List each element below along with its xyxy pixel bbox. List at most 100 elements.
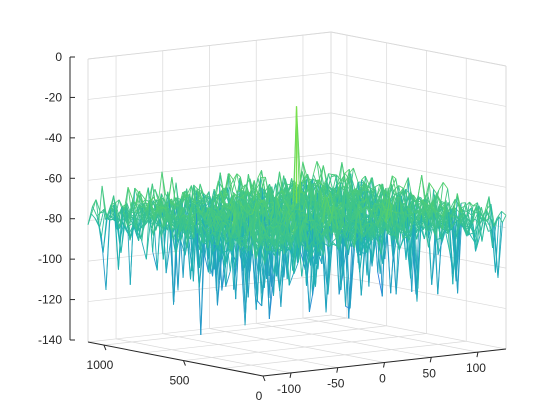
- mesh-segment: [135, 205, 141, 230]
- mesh-segment: [215, 216, 219, 218]
- mesh-segment: [287, 210, 293, 221]
- mesh-segment: [408, 207, 414, 215]
- mesh-segment: [277, 221, 282, 226]
- mesh-segment: [224, 250, 231, 267]
- mesh-segment: [154, 188, 160, 201]
- mesh-segment: [126, 204, 132, 221]
- mesh-segment: [186, 208, 191, 249]
- mesh-segment: [338, 207, 344, 211]
- mesh-segment: [322, 197, 328, 226]
- mesh-segment: [311, 202, 317, 215]
- mesh-segment: [102, 215, 108, 254]
- mesh-segment: [198, 243, 205, 288]
- mesh-segment: [117, 206, 123, 218]
- mesh-segment: [433, 189, 438, 195]
- mesh-segment: [92, 206, 98, 217]
- mesh-segment: [213, 204, 219, 211]
- mesh-segment: [251, 200, 258, 215]
- mesh-segment: [195, 227, 200, 288]
- mesh-segment: [285, 204, 292, 213]
- mesh-segment: [261, 177, 266, 189]
- mesh-segment: [98, 185, 103, 225]
- mesh-segment: [436, 194, 442, 205]
- z-gridline: [87, 112, 332, 141]
- mesh-segment: [236, 195, 242, 199]
- mesh-segment: [351, 188, 356, 194]
- mesh-segment: [149, 199, 155, 221]
- mesh-segment: [340, 217, 345, 228]
- mesh-segment: [252, 188, 257, 201]
- mesh-segment: [169, 214, 174, 305]
- mesh-segment: [259, 203, 264, 209]
- floor-gridline: [302, 317, 479, 353]
- mesh-segment: [109, 204, 115, 221]
- mesh-segment: [342, 185, 348, 188]
- mesh-segment: [453, 211, 459, 294]
- mesh-segment: [154, 219, 159, 223]
- mesh-segment: [279, 171, 285, 196]
- mesh-segment: [239, 239, 244, 247]
- mesh-segment: [381, 209, 387, 216]
- mesh-segment: [393, 185, 399, 191]
- mesh-segment: [360, 183, 366, 188]
- mesh-segment: [415, 227, 421, 231]
- mesh-segment: [227, 202, 233, 219]
- mesh-segment: [416, 216, 422, 240]
- mesh-segment: [96, 212, 101, 217]
- mesh-segment: [186, 223, 191, 280]
- mesh-segment: [228, 194, 234, 208]
- mesh-segment: [391, 184, 397, 203]
- mesh-segment: [152, 221, 159, 236]
- mesh-segment: [239, 238, 245, 241]
- mesh-segment: [220, 188, 227, 196]
- mesh-segment: [358, 209, 363, 213]
- mesh-segment: [168, 199, 173, 205]
- mesh-segment: [152, 211, 158, 236]
- mesh-segment: [173, 236, 178, 241]
- mesh-segment: [472, 202, 478, 207]
- mesh-segment: [254, 230, 259, 241]
- mesh-segment: [417, 200, 422, 203]
- mesh-segment: [241, 197, 247, 201]
- mesh-segment: [206, 207, 212, 222]
- mesh-segment: [440, 221, 447, 242]
- mesh-segment: [395, 193, 401, 203]
- mesh-segment: [200, 212, 206, 221]
- mesh-segment: [339, 207, 344, 227]
- mesh-segment: [205, 226, 212, 232]
- mesh-segment: [378, 202, 383, 238]
- mesh-segment: [158, 206, 163, 229]
- mesh-segment: [172, 203, 178, 207]
- mesh-segment: [140, 193, 146, 200]
- mesh-segment: [150, 217, 155, 221]
- mesh-segment: [312, 178, 318, 183]
- mesh-segment: [368, 206, 374, 221]
- mesh-segment: [221, 188, 226, 192]
- z-gridline: [87, 152, 332, 181]
- mesh-segment: [406, 209, 412, 279]
- mesh-segment: [216, 217, 222, 222]
- mesh-segment: [204, 208, 209, 221]
- mesh-segment: [221, 220, 226, 266]
- back-wall-right: [331, 32, 506, 349]
- mesh-segment: [150, 211, 156, 219]
- mesh-segment: [475, 235, 481, 252]
- mesh-segment: [235, 238, 240, 241]
- mesh-segment: [328, 173, 333, 175]
- mesh-segment: [163, 208, 170, 227]
- mesh-segment: [135, 190, 141, 205]
- mesh-segment: [327, 189, 334, 196]
- mesh-segment: [399, 187, 404, 194]
- mesh-segment: [236, 173, 241, 178]
- mesh-segment: [287, 196, 292, 201]
- mesh-segment: [441, 202, 446, 205]
- mesh-segment: [157, 221, 163, 229]
- box-edge: [330, 31, 507, 67]
- mesh-segment: [243, 239, 249, 252]
- mesh-segment: [416, 200, 422, 208]
- mesh-segment: [271, 216, 276, 221]
- mesh-segment: [370, 215, 376, 219]
- mesh-segment: [417, 175, 423, 196]
- mesh-segment: [118, 206, 124, 229]
- mesh-segment: [332, 174, 337, 191]
